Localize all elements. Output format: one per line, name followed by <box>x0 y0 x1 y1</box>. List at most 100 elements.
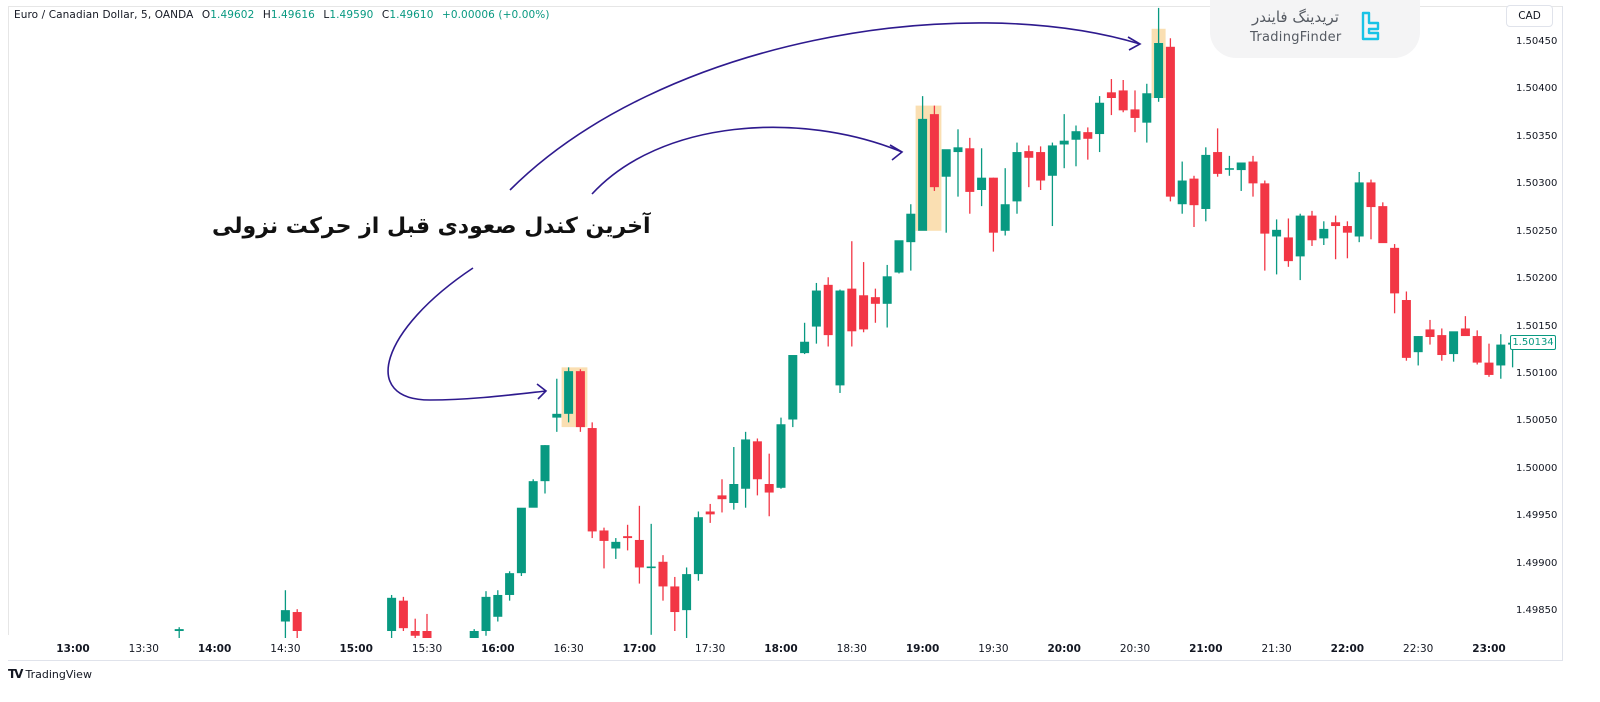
bullish-candle[interactable] <box>1319 228 1329 239</box>
bullish-candle[interactable] <box>811 290 821 327</box>
bearish-candle[interactable] <box>575 371 585 428</box>
bearish-candle[interactable] <box>1307 215 1317 241</box>
bearish-candle[interactable] <box>599 530 609 541</box>
bullish-candle[interactable] <box>505 573 515 595</box>
bullish-candle[interactable] <box>918 118 928 231</box>
bullish-candle[interactable] <box>611 541 621 549</box>
tradingview-brand[interactable]: TV TradingView <box>8 667 92 681</box>
bullish-candle[interactable] <box>387 597 397 632</box>
bearish-candle[interactable] <box>1248 161 1258 184</box>
bullish-candle[interactable] <box>1224 168 1234 170</box>
bullish-candle[interactable] <box>1154 43 1164 99</box>
bearish-candle[interactable] <box>658 561 668 587</box>
bullish-candle[interactable] <box>693 517 703 575</box>
bullish-candle[interactable] <box>493 594 503 617</box>
bullish-candle[interactable] <box>941 149 951 177</box>
bullish-candle[interactable] <box>953 147 963 153</box>
bullish-candle[interactable] <box>800 341 810 354</box>
bearish-candle[interactable] <box>870 297 880 304</box>
bearish-candle[interactable] <box>1106 92 1116 99</box>
bearish-candle[interactable] <box>670 586 680 613</box>
bearish-candle[interactable] <box>1036 152 1046 181</box>
bearish-candle[interactable] <box>587 428 597 532</box>
bearish-candle[interactable] <box>292 612 302 632</box>
bearish-candle[interactable] <box>717 495 727 500</box>
bullish-candle[interactable] <box>682 574 692 611</box>
bullish-candle[interactable] <box>788 355 798 420</box>
bearish-candle[interactable] <box>847 288 857 332</box>
bullish-candle[interactable] <box>1272 229 1282 237</box>
bullish-candle[interactable] <box>481 596 491 632</box>
bearish-candle[interactable] <box>1189 178 1199 206</box>
bearish-candle[interactable] <box>398 600 408 629</box>
bearish-candle[interactable] <box>752 441 762 480</box>
bullish-candle[interactable] <box>1354 182 1364 237</box>
bearish-candle[interactable] <box>1024 151 1034 158</box>
bearish-candle[interactable] <box>634 539 644 568</box>
bullish-candle[interactable] <box>1012 152 1022 202</box>
bearish-candle[interactable] <box>823 284 833 336</box>
bullish-candle[interactable] <box>1047 145 1057 176</box>
bullish-candle[interactable] <box>1449 331 1459 355</box>
bullish-candle[interactable] <box>540 445 550 482</box>
bearish-candle[interactable] <box>1331 222 1341 227</box>
bearish-candle[interactable] <box>929 114 939 188</box>
bearish-candle[interactable] <box>1425 329 1435 338</box>
bearish-candle[interactable] <box>988 177 998 233</box>
bullish-candle[interactable] <box>280 610 290 622</box>
bullish-candle[interactable] <box>528 481 538 508</box>
bearish-candle[interactable] <box>1260 183 1270 234</box>
bullish-candle[interactable] <box>906 213 916 243</box>
bullish-candle[interactable] <box>1177 180 1187 205</box>
bearish-candle[interactable] <box>1378 206 1388 244</box>
bullish-candle[interactable] <box>1095 102 1105 135</box>
bearish-candle[interactable] <box>1083 132 1093 139</box>
bullish-candle[interactable] <box>564 371 574 414</box>
bearish-candle[interactable] <box>410 631 420 636</box>
bullish-candle[interactable] <box>882 276 892 304</box>
bearish-candle[interactable] <box>764 484 774 493</box>
bullish-candle[interactable] <box>1071 131 1081 140</box>
bullish-candle[interactable] <box>776 424 786 488</box>
bearish-candle[interactable] <box>1460 328 1470 337</box>
bearish-candle[interactable] <box>965 148 975 192</box>
bullish-candle[interactable] <box>1413 336 1423 353</box>
bullish-candle[interactable] <box>741 439 751 489</box>
bullish-candle[interactable] <box>729 484 739 503</box>
bearish-candle[interactable] <box>1437 335 1447 356</box>
bearish-candle[interactable] <box>1484 362 1494 375</box>
bullish-candle[interactable] <box>835 290 845 386</box>
bullish-candle[interactable] <box>552 413 562 418</box>
bullish-candle[interactable] <box>1236 162 1246 171</box>
bullish-candle[interactable] <box>977 177 987 191</box>
bearish-candle[interactable] <box>1401 300 1411 358</box>
bullish-candle[interactable] <box>174 629 184 632</box>
bearish-candle[interactable] <box>1342 226 1352 233</box>
bearish-candle[interactable] <box>1213 152 1223 174</box>
bearish-candle[interactable] <box>1118 90 1128 111</box>
bearish-candle[interactable] <box>1165 46 1175 197</box>
last-price-label: 1.50134 <box>1510 335 1556 350</box>
bullish-candle[interactable] <box>1295 215 1305 257</box>
bearish-candle[interactable] <box>1283 237 1293 262</box>
bearish-candle[interactable] <box>1472 336 1482 363</box>
bearish-candle[interactable] <box>623 536 633 539</box>
bullish-candle[interactable] <box>469 631 479 640</box>
bullish-candle[interactable] <box>1201 154 1211 209</box>
bullish-candle[interactable] <box>458 641 467 643</box>
bullish-candle[interactable] <box>1059 140 1069 145</box>
bearish-candle[interactable] <box>1390 247 1400 294</box>
bullish-candle[interactable] <box>516 507 526 574</box>
bearish-candle[interactable] <box>859 295 869 330</box>
bearish-candle[interactable] <box>1366 182 1376 208</box>
bullish-candle[interactable] <box>1496 344 1506 366</box>
bullish-candle[interactable] <box>646 566 656 569</box>
bullish-candle[interactable] <box>1142 93 1152 123</box>
bullish-candle[interactable] <box>1000 204 1010 231</box>
bearish-candle[interactable] <box>1130 109 1140 118</box>
bullish-candle[interactable] <box>894 240 904 273</box>
currency-button[interactable]: CAD <box>1506 5 1553 27</box>
bearish-candle[interactable] <box>422 631 432 639</box>
bearish-candle[interactable] <box>705 511 715 515</box>
